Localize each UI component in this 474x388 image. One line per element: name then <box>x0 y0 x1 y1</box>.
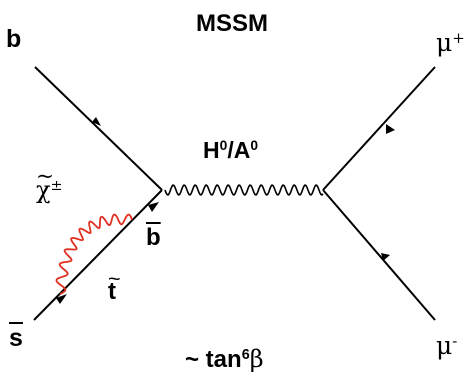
mu-plus-arrow <box>386 124 395 134</box>
mu-minus-arrow <box>381 253 390 261</box>
mu-plus-line <box>322 66 436 191</box>
mu-minus-label: μ- <box>436 331 458 360</box>
tan-beta-scaling: ~ tan6β <box>185 345 264 373</box>
mu-minus-line <box>322 189 436 321</box>
b-bar-arrow <box>148 202 159 212</box>
chargino-label: χ± <box>36 166 63 202</box>
higgs-propagator <box>164 184 324 196</box>
b-arrow <box>92 117 101 126</box>
b-antiquark-label: b <box>146 224 161 251</box>
b-quark-line <box>34 66 163 191</box>
b-quark-label: b <box>6 25 22 53</box>
stop-squark-label: t <box>108 268 116 304</box>
diagram-title: MSSM <box>196 10 268 37</box>
s-bar-arrow <box>56 294 67 304</box>
s-antiquark-label: s <box>9 324 23 352</box>
mu-plus-label: μ+ <box>436 28 465 57</box>
s-antiquark-line <box>33 189 163 321</box>
chargino-loop <box>55 213 133 295</box>
higgs-label: H0/A0 <box>203 137 258 163</box>
